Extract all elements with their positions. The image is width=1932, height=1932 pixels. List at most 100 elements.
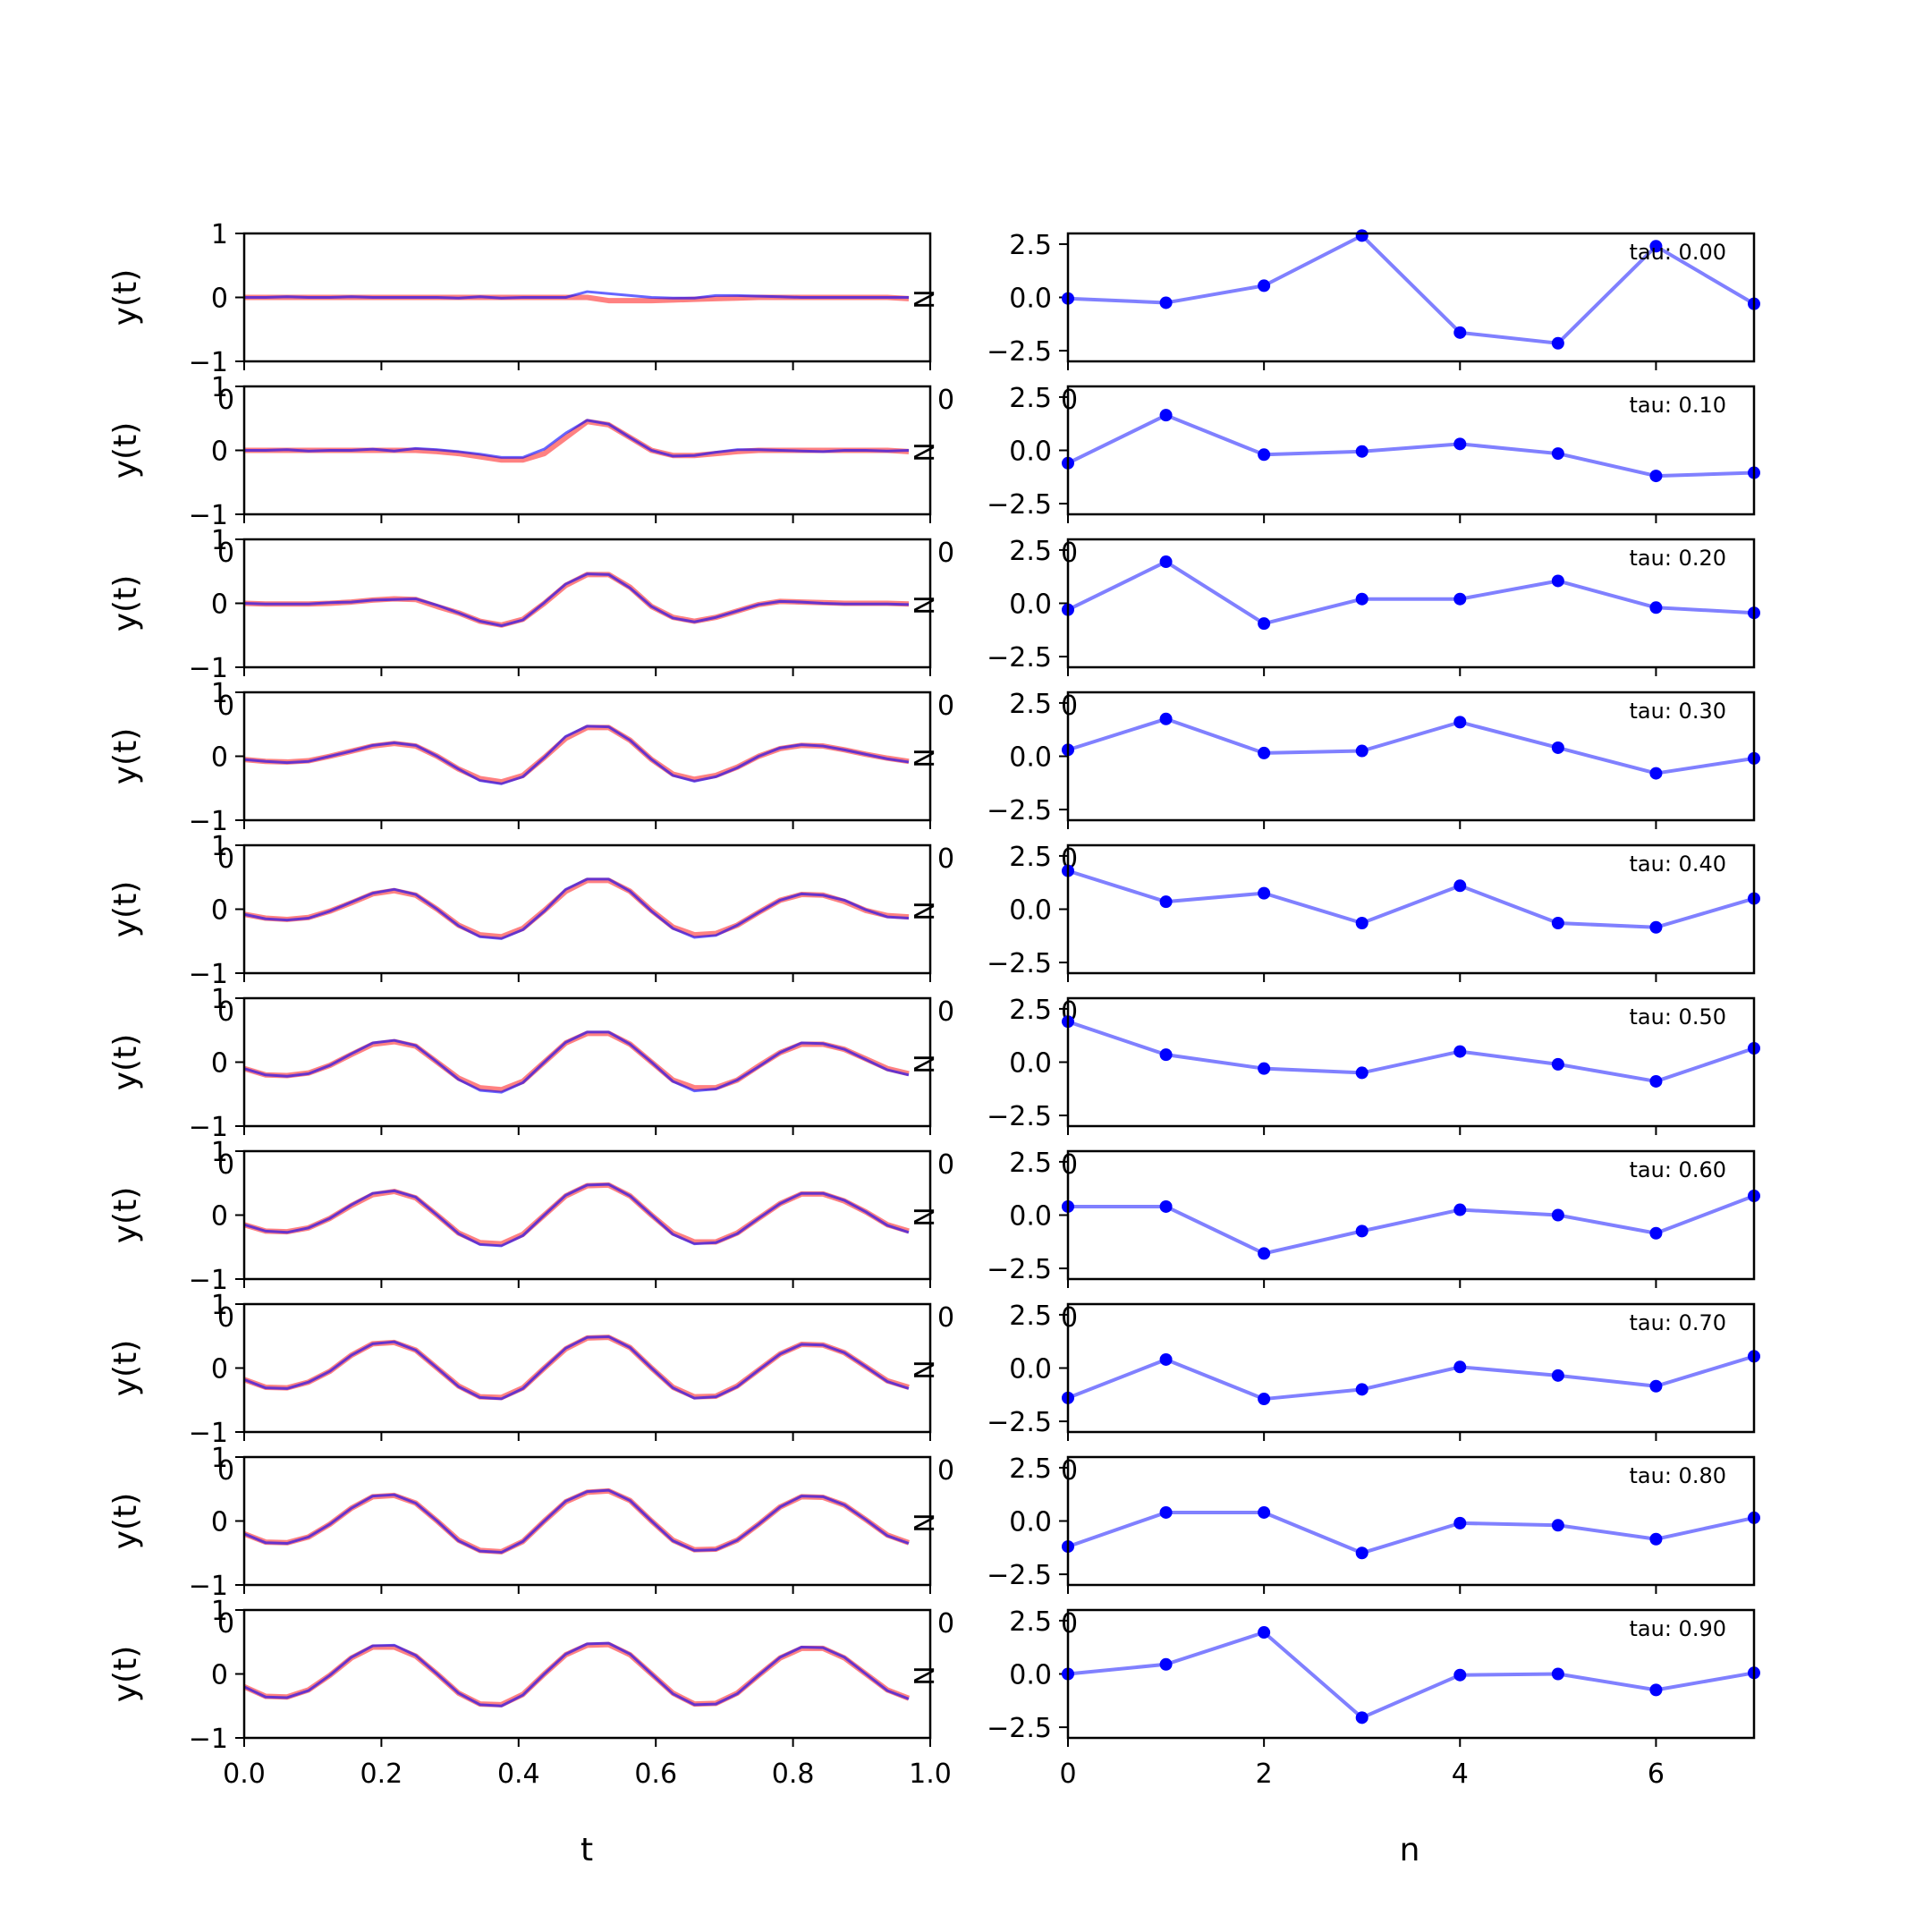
- left-y-tick-label-6-2: 1: [211, 1137, 228, 1168]
- left-axes-frame-5: [242, 996, 932, 1128]
- tau-label-7: tau: 0.70: [1630, 1310, 1726, 1335]
- right-coef-point-5-6: [1649, 1074, 1663, 1088]
- left-y-tick-label-9-0: −1: [189, 1724, 228, 1755]
- right-coef-point-5-4: [1453, 1045, 1467, 1058]
- left-y-axis-label-0: y(t): [107, 269, 144, 326]
- right-overlap-tick-6: 0: [1061, 1302, 1078, 1334]
- right-coef-point-6-4: [1453, 1203, 1467, 1216]
- right-axes-frame-8: [1066, 1455, 1756, 1587]
- left-y-tick-label-4-0: −1: [189, 959, 228, 990]
- right-coef-line-7: [1067, 1354, 1755, 1402]
- right-y-tick-label-5-1: 0.0: [1009, 1048, 1052, 1080]
- right-axes-2: 2.5 0.0 −2.5 0 tau: 0.20: [987, 536, 1760, 722]
- left-right-marker-7: N: [907, 1360, 938, 1379]
- right-coef-point-2-3: [1355, 592, 1368, 606]
- left-y-axis-label-5: y(t): [107, 1034, 144, 1091]
- right-coef-point-0-6: [1649, 240, 1663, 253]
- left-y-axis-label-3: y(t): [107, 728, 144, 785]
- left-overlap-tick-a-1: 0: [217, 538, 234, 569]
- right-axes-frame-5: [1066, 996, 1756, 1128]
- right-coef-point-1-3: [1355, 445, 1368, 458]
- left-y-tick-label-1-0: −1: [189, 500, 228, 531]
- left-overlap-tick-a-8: 0: [217, 1608, 234, 1640]
- right-coef-point-9-4: [1453, 1668, 1467, 1682]
- left-y-tick-label-2-0: −1: [189, 653, 228, 684]
- right-x-tick-label-1: 2: [1256, 1758, 1273, 1790]
- left-x-tick-label-0: 0.0: [223, 1758, 266, 1790]
- right-x-tick-label-2: 4: [1452, 1758, 1469, 1790]
- left-axes-frame-1: [242, 385, 932, 516]
- right-y-tick-label-3-1: 0.0: [1009, 742, 1052, 774]
- left-y-axis-label-7: y(t): [107, 1340, 144, 1397]
- right-x-axis-label: n: [1400, 1832, 1420, 1868]
- tau-label-5: tau: 0.50: [1630, 1004, 1726, 1030]
- right-coef-point-6-2: [1258, 1247, 1271, 1260]
- tau-label-2: tau: 0.20: [1630, 546, 1726, 571]
- left-overlap-tick-b-2: 0: [937, 691, 954, 722]
- right-coef-point-8-6: [1649, 1532, 1663, 1546]
- left-axes-frame-2: [242, 538, 932, 669]
- left-y-axis-label-1: y(t): [107, 422, 144, 479]
- right-coef-point-7-4: [1453, 1360, 1467, 1374]
- left-right-marker-3: N: [907, 748, 938, 767]
- right-coef-point-9-3: [1355, 1711, 1368, 1724]
- left-y-tick-label-9-2: 1: [211, 1596, 228, 1627]
- right-coef-point-2-5: [1551, 574, 1564, 588]
- right-coef-point-5-3: [1355, 1066, 1368, 1080]
- right-coef-point-4-3: [1355, 916, 1368, 929]
- left-overlap-tick-a-2: 0: [217, 691, 234, 722]
- right-coef-point-0-5: [1551, 336, 1564, 350]
- right-coef-line-3: [1067, 716, 1755, 775]
- right-axes-1: 2.5 0.0 −2.5 0 tau: 0.10: [987, 383, 1760, 569]
- left-pred-line-2: [243, 572, 910, 628]
- right-y-tick-label-2-0: 2.5: [1009, 536, 1052, 567]
- right-coef-point-6-5: [1551, 1208, 1564, 1222]
- right-axes-frame-7: [1066, 1302, 1756, 1434]
- left-overlap-tick-a-6: 0: [217, 1302, 234, 1334]
- right-coef-point-6-1: [1159, 1199, 1173, 1213]
- right-coef-point-0-3: [1355, 229, 1368, 242]
- right-coef-point-4-6: [1649, 920, 1663, 934]
- right-coef-line-4: [1067, 869, 1755, 929]
- right-y-tick-label-0-2: −2.5: [987, 336, 1052, 368]
- tau-label-1: tau: 0.10: [1630, 393, 1726, 418]
- right-y-tick-label-1-1: 0.0: [1009, 436, 1052, 468]
- right-coef-line-1: [1067, 413, 1755, 479]
- right-y-tick-label-7-1: 0.0: [1009, 1354, 1052, 1385]
- right-axes-frame-1: [1066, 385, 1756, 516]
- right-overlap-tick-7: 0: [1061, 1455, 1078, 1487]
- right-coef-point-5-2: [1258, 1062, 1271, 1075]
- right-y-tick-label-2-2: −2.5: [987, 642, 1052, 674]
- right-y-tick-label-5-2: −2.5: [987, 1101, 1052, 1132]
- left-y-tick-label-2-2: 1: [211, 525, 228, 556]
- left-y-tick-label-8-0: −1: [189, 1571, 228, 1602]
- right-coef-point-0-2: [1258, 279, 1271, 292]
- right-y-tick-label-8-1: 0.0: [1009, 1507, 1052, 1538]
- left-overlap-tick-b-5: 0: [937, 1149, 954, 1181]
- left-y-tick-label-1-2: 1: [211, 372, 228, 403]
- left-overlap-tick-b-3: 0: [937, 843, 954, 875]
- left-right-marker-5: N: [907, 1054, 938, 1073]
- left-y-tick-label-7-0: −1: [189, 1418, 228, 1449]
- right-coef-point-3-4: [1453, 716, 1467, 729]
- left-pred-line-5: [243, 1030, 910, 1094]
- left-right-marker-0: N: [907, 289, 938, 309]
- left-y-tick-label-0-2: 1: [211, 219, 228, 250]
- right-coef-line-8: [1067, 1510, 1755, 1555]
- right-axes-5: 2.5 0.0 −2.5 0 tau: 0.50: [987, 995, 1760, 1181]
- right-y-tick-label-2-1: 0.0: [1009, 589, 1052, 621]
- tau-label-6: tau: 0.60: [1630, 1157, 1726, 1182]
- right-coef-point-2-2: [1258, 617, 1271, 631]
- left-y-tick-label-4-1: 0: [211, 895, 228, 927]
- left-axes-frame-4: [242, 843, 932, 975]
- left-y-tick-label-3-1: 0: [211, 742, 228, 774]
- right-axes-3: 2.5 0.0 −2.5 0 tau: 0.30: [987, 689, 1760, 875]
- right-y-tick-label-9-1: 0.0: [1009, 1660, 1052, 1691]
- left-axes-frame-9: [242, 1608, 932, 1740]
- right-y-tick-label-0-0: 2.5: [1009, 230, 1052, 261]
- left-y-tick-label-0-1: 0: [211, 284, 228, 315]
- left-y-tick-label-6-1: 0: [211, 1201, 228, 1233]
